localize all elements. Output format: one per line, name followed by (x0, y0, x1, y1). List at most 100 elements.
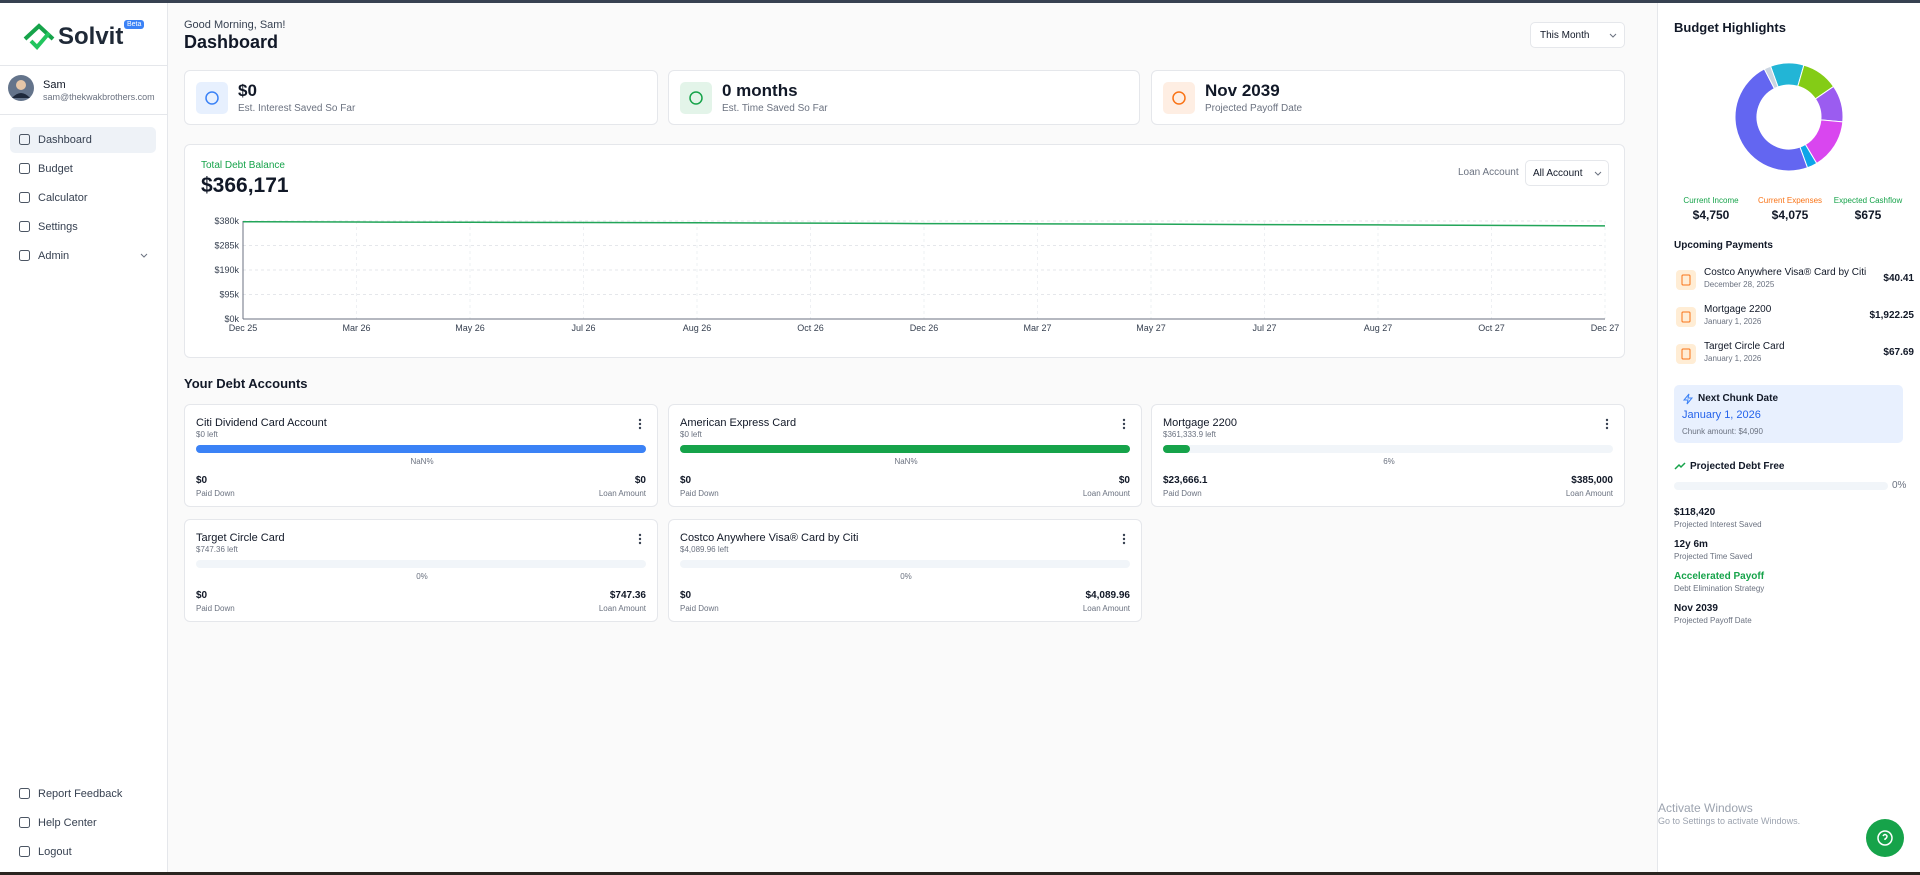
icon-shape (19, 250, 30, 261)
projected-stat-value: 12y 6m (1674, 539, 1708, 550)
filter-label: Loan Account (1458, 167, 1519, 178)
summary-label: Current Income (1683, 196, 1739, 205)
doc (1681, 311, 1691, 323)
x-tick-label: Aug 27 (1364, 323, 1393, 333)
account-name: Mortgage 2200 (1163, 417, 1237, 429)
help-button[interactable] (1866, 819, 1904, 857)
menu-icon[interactable] (1121, 533, 1127, 545)
summary-value: $675 (1854, 208, 1882, 222)
account-card: American Express Card $0 left NaN% $0 Paid D… (668, 404, 1142, 507)
menu-icon[interactable] (637, 533, 643, 545)
payment-name: Costco Anywhere Visa® Card by Citi (1704, 267, 1867, 278)
doc-icon (1681, 348, 1691, 360)
progress-track (196, 560, 646, 568)
next-chunk-title: Next Chunk Date (1698, 393, 1779, 404)
chevron (140, 253, 148, 258)
account-left: $747.36 left (196, 545, 238, 554)
next-chunk-box: Next Chunk Date January 1, 2026 Chunk am… (1674, 385, 1903, 443)
menu-icon[interactable] (1121, 418, 1127, 430)
glyph (689, 91, 703, 105)
paid-down: $0 (680, 590, 692, 601)
menu-icon[interactable] (637, 418, 643, 430)
nav-icon (19, 788, 30, 799)
dot (1605, 418, 1609, 422)
x-tick-label: Jul 27 (1252, 323, 1276, 333)
dot (638, 541, 642, 545)
donut-slice (1763, 65, 1779, 90)
stat-label: Est. Interest Saved So Far (238, 103, 356, 114)
loan-amount-label: Loan Amount (1082, 604, 1130, 613)
nav-icon (19, 163, 30, 174)
greeting: Good Morning, Sam! (184, 19, 286, 31)
period-select[interactable]: This Month (1530, 22, 1625, 48)
footer-nav-item[interactable]: Logout (10, 839, 156, 865)
dot (638, 426, 642, 430)
menu-icon[interactable] (1604, 418, 1610, 430)
progress-track (680, 560, 1130, 568)
doc (1681, 348, 1691, 360)
account-card: Target Circle Card $747.36 left 0% $0 Paid D… (184, 519, 658, 622)
y-tick-label: $285k (214, 241, 239, 251)
bottom-bar (0, 872, 1920, 875)
account-name: Target Circle Card (196, 532, 285, 544)
dot (1122, 418, 1126, 422)
dot (1122, 422, 1126, 426)
account-name: American Express Card (680, 417, 797, 429)
x-tick-label: Mar 27 (1023, 323, 1051, 333)
projected-title: Projected Debt Free (1690, 461, 1785, 472)
stat-icon (1163, 82, 1195, 114)
dot (638, 537, 642, 541)
chunk-amount: Chunk amount: $4,090 (1682, 427, 1763, 436)
progress-label: 0% (416, 572, 428, 581)
chevron (1594, 171, 1602, 176)
nav-icon (19, 846, 30, 857)
dot (638, 422, 642, 426)
budget-panel: Budget Highlights Current Income $4,750 Cu… (1657, 3, 1920, 872)
account-card: Mortgage 2200 $361,333.9 left 6% $23,666.1 P… (1151, 404, 1625, 507)
x-tick-label: Oct 27 (1478, 323, 1505, 333)
top-bar (0, 0, 1920, 3)
loan-amount: $0 (1118, 475, 1130, 486)
dot (1605, 422, 1609, 426)
doc (1681, 274, 1691, 286)
footer-nav-item[interactable]: Report Feedback (10, 781, 156, 807)
period-text: This Month (1540, 30, 1590, 41)
trend-icon (1674, 462, 1686, 470)
projected-stat-label: Projected Payoff Date (1674, 616, 1752, 625)
dot (1605, 426, 1609, 430)
nav-item[interactable]: Admin (10, 243, 156, 269)
payment-icon (1676, 270, 1696, 290)
progress-label: NaN% (410, 457, 434, 466)
stat-icon (680, 82, 712, 114)
progress-fill (680, 445, 1130, 453)
nav-item[interactable]: Budget (10, 156, 156, 182)
payment-name: Target Circle Card (1704, 341, 1785, 352)
projected-stat-label: Projected Time Saved (1674, 552, 1753, 561)
nav-item[interactable]: Calculator (10, 185, 156, 211)
x-tick-label: May 26 (455, 323, 485, 333)
nav-item[interactable]: Settings (10, 214, 156, 240)
x-tick-label: Oct 26 (797, 323, 824, 333)
chart-title: Total Debt Balance (201, 160, 285, 171)
projected-stat-value: Nov 2039 (1674, 603, 1718, 614)
footer-nav-item[interactable]: Help Center (10, 810, 156, 836)
x-tick-label: Dec 26 (910, 323, 939, 333)
upcoming-title: Upcoming Payments (1674, 240, 1773, 251)
icon-shape (19, 221, 30, 232)
loan-amount-label: Loan Amount (1082, 489, 1130, 498)
loan-amount-label: Loan Amount (598, 489, 646, 498)
nav-icon (19, 817, 30, 828)
user-email: sam@thekwakbrothers.com (43, 92, 155, 102)
x-tick-label: May 27 (1136, 323, 1166, 333)
stat-card: $0 Est. Interest Saved So Far (184, 70, 658, 125)
stat-label: Est. Time Saved So Far (722, 103, 828, 114)
sidebar: Solvit Beta Sam sam@thekwakbrothers.com … (0, 3, 168, 872)
icon-shape (19, 192, 30, 203)
account-select[interactable]: All Account (1525, 160, 1609, 186)
dot (1122, 533, 1126, 537)
payment-date: January 1, 2026 (1704, 317, 1762, 326)
page-title: Dashboard (184, 32, 279, 52)
nav-item[interactable]: Dashboard (10, 127, 156, 153)
beta-badge: Beta (124, 20, 145, 29)
